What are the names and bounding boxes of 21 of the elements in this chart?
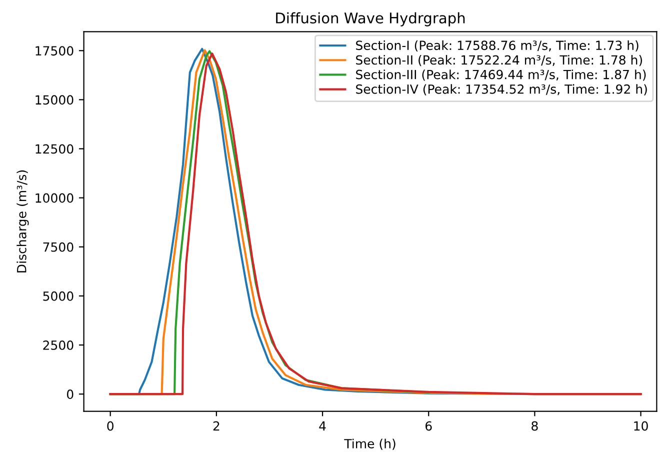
- legend-label: Section-I (Peak: 17588.76 m³/s, Time: 1.73 h): [356, 40, 638, 52]
- y-tick-label: 7500: [43, 242, 74, 252]
- y-tick-label: 12500: [36, 144, 74, 154]
- y-tick-label: 10000: [36, 193, 74, 203]
- y-tick-label: 17500: [36, 46, 74, 56]
- x-tick-label: 6: [426, 421, 432, 431]
- x-tick-label: 8: [532, 421, 538, 431]
- legend-label: Section-IV (Peak: 17354.52 m³/s, Time: 1.92 h): [356, 84, 647, 96]
- y-tick-label: 2500: [43, 340, 74, 350]
- chart-title: Diffusion Wave Hydrgraph: [276, 12, 465, 26]
- y-tick-label: 0: [66, 390, 74, 399]
- legend-label: Section-II (Peak: 17522.24 m³/s, Time: 1.78 h): [356, 54, 642, 66]
- legend-label: Section-III (Peak: 17469.44 m³/s, Time: 1.87 h): [356, 70, 646, 81]
- y-tick-label: 5000: [43, 291, 74, 301]
- y-tick-label: 15000: [36, 95, 74, 105]
- x-tick-label: 2: [213, 421, 220, 431]
- x-tick-label: 4: [319, 421, 326, 431]
- y-axis-title: Discharge (m³/s): [16, 170, 29, 272]
- x-axis-title: Time (h): [344, 438, 396, 450]
- x-tick-label: 10: [634, 421, 648, 431]
- x-tick-label: 0: [107, 421, 114, 431]
